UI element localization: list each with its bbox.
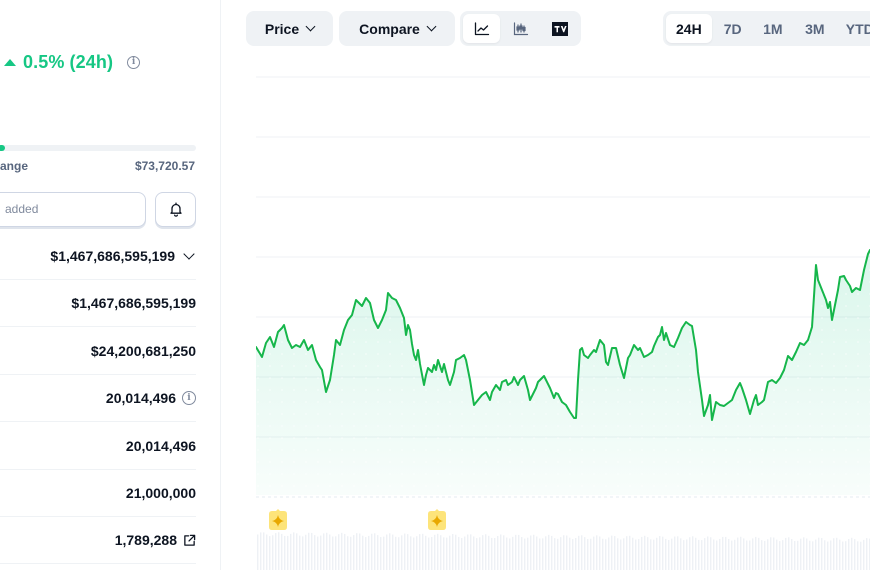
event-markers[interactable] (269, 509, 446, 530)
time-range-1m[interactable]: 1M (763, 20, 783, 37)
stat-value: 21,000,000 (125, 485, 196, 501)
stat-value: $24,200,681,250 (90, 343, 196, 359)
coin-stats-panel: 0.5% (24h) i ange $73,720.57 added $1,46… (0, 0, 221, 570)
candlestick-chart-button[interactable] (502, 14, 539, 43)
stat-value: 20,014,496 (105, 390, 176, 406)
price-area-dots (256, 250, 870, 495)
price-dropdown-label: Price (264, 20, 300, 37)
info-icon[interactable]: i (127, 56, 141, 69)
price-range-bar (0, 145, 196, 151)
time-range-7d[interactable]: 7D (723, 20, 742, 37)
time-range-switcher: 24H 7D 1M 3M YTD (663, 11, 870, 46)
stat-row-volume: $24,200,681,250 (0, 328, 196, 375)
chevron-down-icon (426, 21, 437, 32)
time-range-3m[interactable]: 3M (805, 20, 825, 37)
chart-type-switcher (460, 11, 581, 46)
price-dropdown[interactable]: Price (246, 11, 333, 46)
stat-row-total-supply: 20,014,496 (0, 423, 196, 470)
stat-value: 20,014,496 (125, 438, 196, 454)
event-marker-icon[interactable] (269, 509, 287, 530)
time-range-ytd[interactable]: YTD (845, 20, 870, 37)
time-range-24h[interactable]: 24H (666, 14, 712, 43)
bell-icon (169, 202, 182, 217)
info-icon[interactable]: i (182, 391, 196, 405)
price-change-value: 0.5% (24h) (23, 52, 114, 72)
stat-value: 1,789,288 (114, 532, 177, 548)
event-marker-icon[interactable] (428, 509, 446, 530)
stat-row-market-cap[interactable]: $1,467,686,595,199 (0, 233, 196, 280)
stat-value: $1,467,686,595,199 (71, 295, 196, 311)
range-indicator (0, 145, 5, 151)
chevron-down-icon (305, 21, 316, 32)
candlestick-icon (513, 21, 528, 35)
price-change-24h: 0.5% (24h) i (4, 52, 141, 73)
price-line (256, 249, 870, 421)
external-link-icon[interactable] (183, 534, 196, 547)
range-high-value: $73,720.57 (134, 159, 195, 173)
stat-row-max-supply: 21,000,000 (0, 470, 196, 517)
line-chart-icon (474, 21, 489, 35)
volume-bars (257, 532, 870, 570)
price-chart[interactable] (256, 60, 870, 570)
tradingview-icon (551, 21, 568, 36)
compare-dropdown-label: Compare (359, 20, 420, 37)
compare-dropdown[interactable]: Compare (339, 11, 455, 46)
price-alert-button[interactable] (155, 192, 196, 227)
stat-row-fully-diluted: $1,467,686,595,199 (0, 280, 196, 327)
stat-row-circulating-supply: 20,014,496 i (0, 375, 196, 422)
chevron-down-icon[interactable] (183, 248, 195, 260)
tradingview-button[interactable] (541, 14, 578, 43)
stat-value: $1,467,686,595,199 (50, 248, 175, 264)
range-label: ange (0, 159, 29, 173)
watchlist-input[interactable]: added (0, 192, 146, 227)
line-chart-button[interactable] (463, 14, 500, 43)
stat-row-holders[interactable]: 1,789,288 (0, 517, 196, 564)
caret-up-icon (4, 59, 16, 66)
